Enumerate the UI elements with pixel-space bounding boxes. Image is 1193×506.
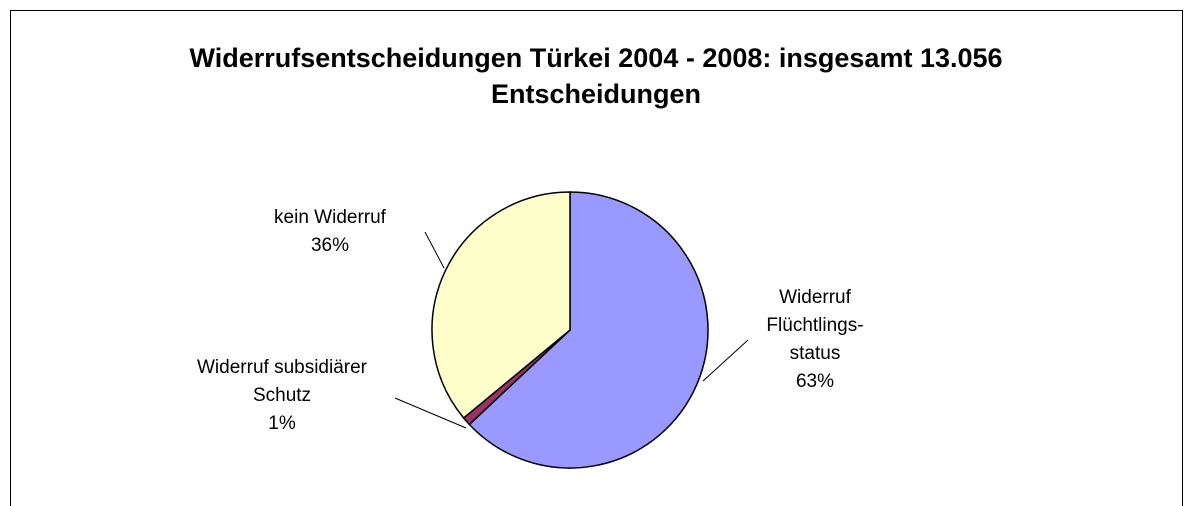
slice-value-label: 63% bbox=[795, 371, 835, 392]
leader-line bbox=[394, 397, 467, 429]
leader-line bbox=[424, 231, 445, 269]
pie-slice bbox=[431, 191, 571, 420]
chart-title: Widerrufsentscheidungen Türkei 2004 - 20… bbox=[189, 43, 1003, 109]
slice-label: Widerruf Flüchtlings- status bbox=[766, 287, 864, 364]
leader-line bbox=[702, 339, 749, 382]
slice-label: Widerruf subsidiärer Schutz bbox=[197, 357, 367, 406]
slice-value-label: 1% bbox=[268, 413, 296, 434]
pie-slice bbox=[468, 191, 709, 469]
slice-label: kein Widerruf bbox=[274, 207, 386, 228]
slice-value-label: 36% bbox=[310, 235, 350, 256]
chart-border bbox=[10, 10, 1183, 506]
